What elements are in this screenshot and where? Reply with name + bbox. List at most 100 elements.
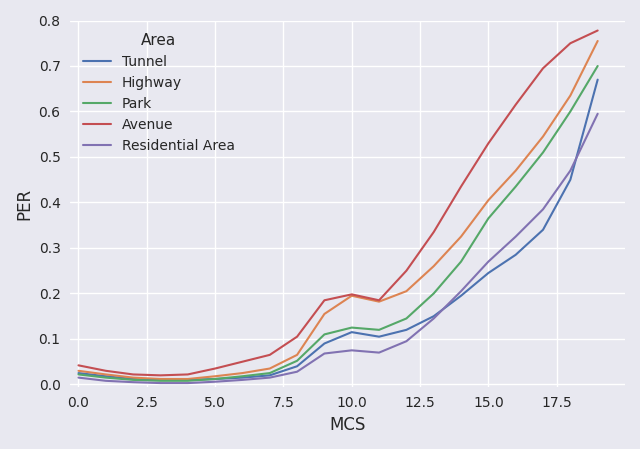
Tunnel [157,377,164,383]
Avenue [484,141,492,146]
Tunnel [184,377,191,383]
Residential Area [184,380,191,386]
Park [594,63,602,69]
Park [293,358,301,364]
Highway [512,168,520,173]
Legend: Tunnel, Highway, Park, Avenue, Residential Area: Tunnel, Highway, Park, Avenue, Residenti… [77,27,240,158]
Residential Area [539,207,547,212]
Highway [594,38,602,44]
Residential Area [512,234,520,239]
Line: Tunnel: Tunnel [79,79,598,380]
Park [430,291,438,296]
Tunnel [211,376,219,382]
Park [102,375,109,380]
Line: Park: Park [79,66,598,381]
Tunnel [348,330,356,335]
Park [348,325,356,330]
Highway [75,368,83,374]
Tunnel [129,376,137,382]
Residential Area [375,350,383,355]
Tunnel [102,374,109,379]
Park [539,150,547,155]
Y-axis label: PER: PER [15,188,33,220]
Tunnel [375,334,383,339]
Highway [457,234,465,239]
Residential Area [211,379,219,384]
Park [566,109,574,114]
Avenue [102,368,109,374]
Highway [266,366,273,371]
Tunnel [293,364,301,369]
Highway [484,198,492,203]
Park [211,376,219,382]
Highway [321,311,328,317]
Avenue [184,372,191,377]
Tunnel [403,327,410,333]
Residential Area [239,377,246,383]
Park [512,184,520,189]
Tunnel [321,341,328,346]
Line: Residential Area: Residential Area [79,114,598,383]
Park [375,327,383,333]
Highway [184,376,191,382]
Avenue [348,292,356,297]
Avenue [293,334,301,339]
Residential Area [75,375,83,380]
Avenue [566,40,574,46]
X-axis label: MCS: MCS [330,416,366,434]
Avenue [539,66,547,71]
Tunnel [566,177,574,182]
Avenue [512,102,520,107]
Highway [348,293,356,299]
Park [266,370,273,376]
Tunnel [430,313,438,319]
Residential Area [566,168,574,173]
Tunnel [266,373,273,378]
Residential Area [321,351,328,356]
Highway [539,134,547,139]
Highway [211,374,219,379]
Avenue [266,352,273,357]
Tunnel [484,270,492,276]
Avenue [211,366,219,371]
Residential Area [266,375,273,380]
Residential Area [430,316,438,321]
Avenue [129,372,137,377]
Tunnel [239,375,246,380]
Avenue [594,28,602,33]
Avenue [430,229,438,235]
Residential Area [457,289,465,294]
Avenue [457,184,465,189]
Tunnel [539,227,547,233]
Park [403,316,410,321]
Avenue [239,359,246,365]
Highway [375,299,383,304]
Highway [157,376,164,382]
Park [129,377,137,383]
Residential Area [157,380,164,386]
Line: Highway: Highway [79,41,598,379]
Avenue [75,363,83,368]
Park [75,372,83,377]
Park [457,259,465,264]
Park [157,378,164,383]
Residential Area [102,378,109,383]
Park [184,378,191,383]
Highway [102,372,109,377]
Tunnel [512,252,520,257]
Tunnel [594,77,602,82]
Avenue [321,298,328,303]
Highway [129,375,137,380]
Tunnel [75,370,83,376]
Residential Area [348,348,356,353]
Highway [403,289,410,294]
Residential Area [484,259,492,264]
Avenue [375,298,383,303]
Park [321,332,328,337]
Residential Area [594,111,602,116]
Park [239,374,246,379]
Highway [430,264,438,269]
Line: Avenue: Avenue [79,31,598,375]
Tunnel [457,293,465,299]
Residential Area [129,379,137,385]
